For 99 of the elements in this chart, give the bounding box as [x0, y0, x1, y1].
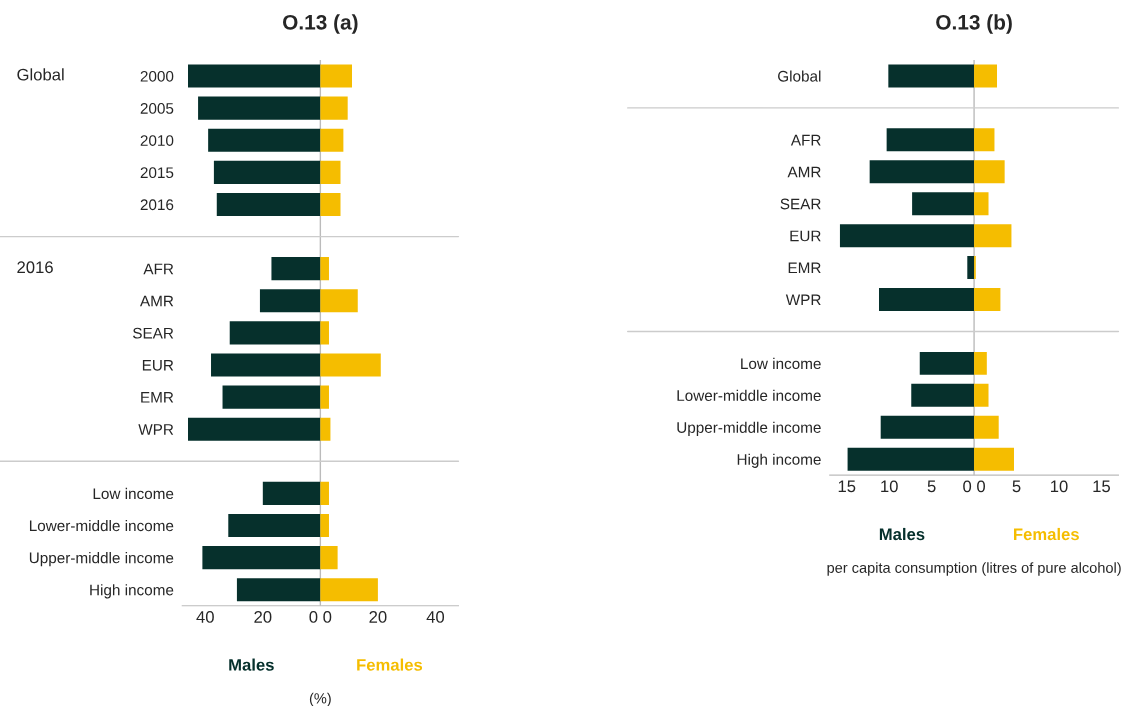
bar [974, 447, 1014, 471]
x-axis-title: (%) [309, 692, 331, 706]
y-tick-label: WPR [138, 424, 174, 435]
bar [222, 385, 321, 409]
x-axis-title: per capita consumption (litres of pure alcohol) [827, 562, 1121, 576]
bar [320, 578, 378, 602]
y-tick-label: EMR [788, 262, 821, 274]
bar [974, 64, 998, 88]
bar [262, 481, 321, 505]
bar [320, 96, 348, 120]
bar [879, 288, 975, 311]
bar [320, 289, 358, 313]
bar [974, 415, 999, 439]
bar [974, 288, 1001, 311]
bar [320, 546, 338, 570]
bar [320, 513, 329, 538]
bar [211, 353, 321, 377]
y-tick-label: 2010 [140, 135, 174, 146]
bar [320, 321, 329, 345]
x-tick-label: 0 0 [963, 480, 986, 493]
bar [320, 128, 344, 152]
text: Females [357, 658, 423, 671]
y-tick-label: AFR [143, 263, 174, 275]
x-tick-label: 15 [1093, 480, 1111, 493]
text: Males [879, 527, 925, 541]
y-tick-label: 2000 [140, 70, 174, 82]
y-tick-label: 2015 [140, 167, 174, 179]
bar [271, 257, 321, 281]
bar [911, 383, 975, 407]
bar [236, 578, 321, 602]
text: Males [229, 658, 274, 671]
y-tick-label: SEAR [780, 198, 821, 210]
bar [974, 128, 995, 152]
bar [880, 415, 975, 439]
bar [320, 481, 329, 505]
y-tick-label: EUR [790, 230, 821, 242]
bar [320, 160, 341, 184]
bar [208, 128, 321, 152]
bar [847, 447, 975, 471]
bar [967, 256, 975, 280]
x-tick-label: 15 [838, 480, 856, 493]
bar [202, 546, 321, 570]
bar [320, 64, 352, 88]
bar [198, 96, 321, 120]
bar [919, 351, 975, 375]
bar [320, 192, 341, 217]
bar [228, 513, 321, 538]
y-tick-label: Upper-middle income [29, 552, 174, 567]
y-tick-label: Lower-middle income [29, 519, 174, 532]
bar [213, 160, 321, 184]
y-tick-label: Low income [741, 357, 821, 370]
y-tick-label: SEAR [133, 327, 174, 339]
bar [259, 289, 321, 313]
y-tick-label: Global [778, 70, 821, 82]
y-tick-label: Low income [93, 487, 174, 500]
bar [974, 192, 989, 216]
bar [229, 321, 321, 345]
bar [320, 385, 329, 409]
text: Females [1014, 527, 1079, 541]
bar [974, 383, 989, 407]
y-tick-label: 2016 [140, 199, 174, 211]
x-tick-label: 5 [927, 480, 936, 493]
text: Global [17, 68, 64, 81]
y-tick-label: EMR [141, 392, 174, 403]
bar [320, 417, 331, 441]
y-tick-label: High income [737, 453, 821, 468]
bar [188, 417, 321, 441]
x-tick-label: 20 [369, 611, 387, 623]
text: 2016 [17, 261, 53, 274]
x-tick-label: 0 0 [309, 611, 332, 623]
y-tick-label: Upper-middle income [677, 421, 821, 436]
chart-title: O.13 (a) [283, 14, 358, 34]
y-tick-label: EUR [142, 360, 174, 371]
x-tick-label: 40 [196, 611, 214, 623]
x-tick-label: 10 [881, 480, 898, 493]
bar [912, 192, 975, 216]
x-tick-label: 40 [426, 611, 445, 623]
y-tick-label: AMR [787, 166, 821, 178]
x-tick-label: 10 [1050, 480, 1068, 493]
bar [974, 351, 987, 375]
bar [974, 224, 1012, 248]
bar [320, 257, 329, 281]
y-tick-label: WPR [785, 294, 821, 306]
bar [216, 192, 321, 217]
bar [188, 64, 321, 88]
y-tick-label: Lower-middle income [677, 389, 821, 401]
y-tick-label: AMR [140, 295, 174, 307]
bar [869, 160, 975, 184]
x-tick-label: 5 [1012, 480, 1021, 493]
y-tick-label: 2005 [140, 103, 174, 114]
bar [320, 353, 381, 377]
bar [888, 64, 975, 88]
bar [839, 224, 975, 248]
bar [886, 128, 975, 152]
x-tick-label: 20 [254, 611, 272, 623]
bar [974, 160, 1005, 184]
y-tick-label: AFR [790, 134, 821, 146]
y-tick-label: High income [90, 584, 174, 599]
chart-title: O.13 (b) [936, 14, 1012, 34]
